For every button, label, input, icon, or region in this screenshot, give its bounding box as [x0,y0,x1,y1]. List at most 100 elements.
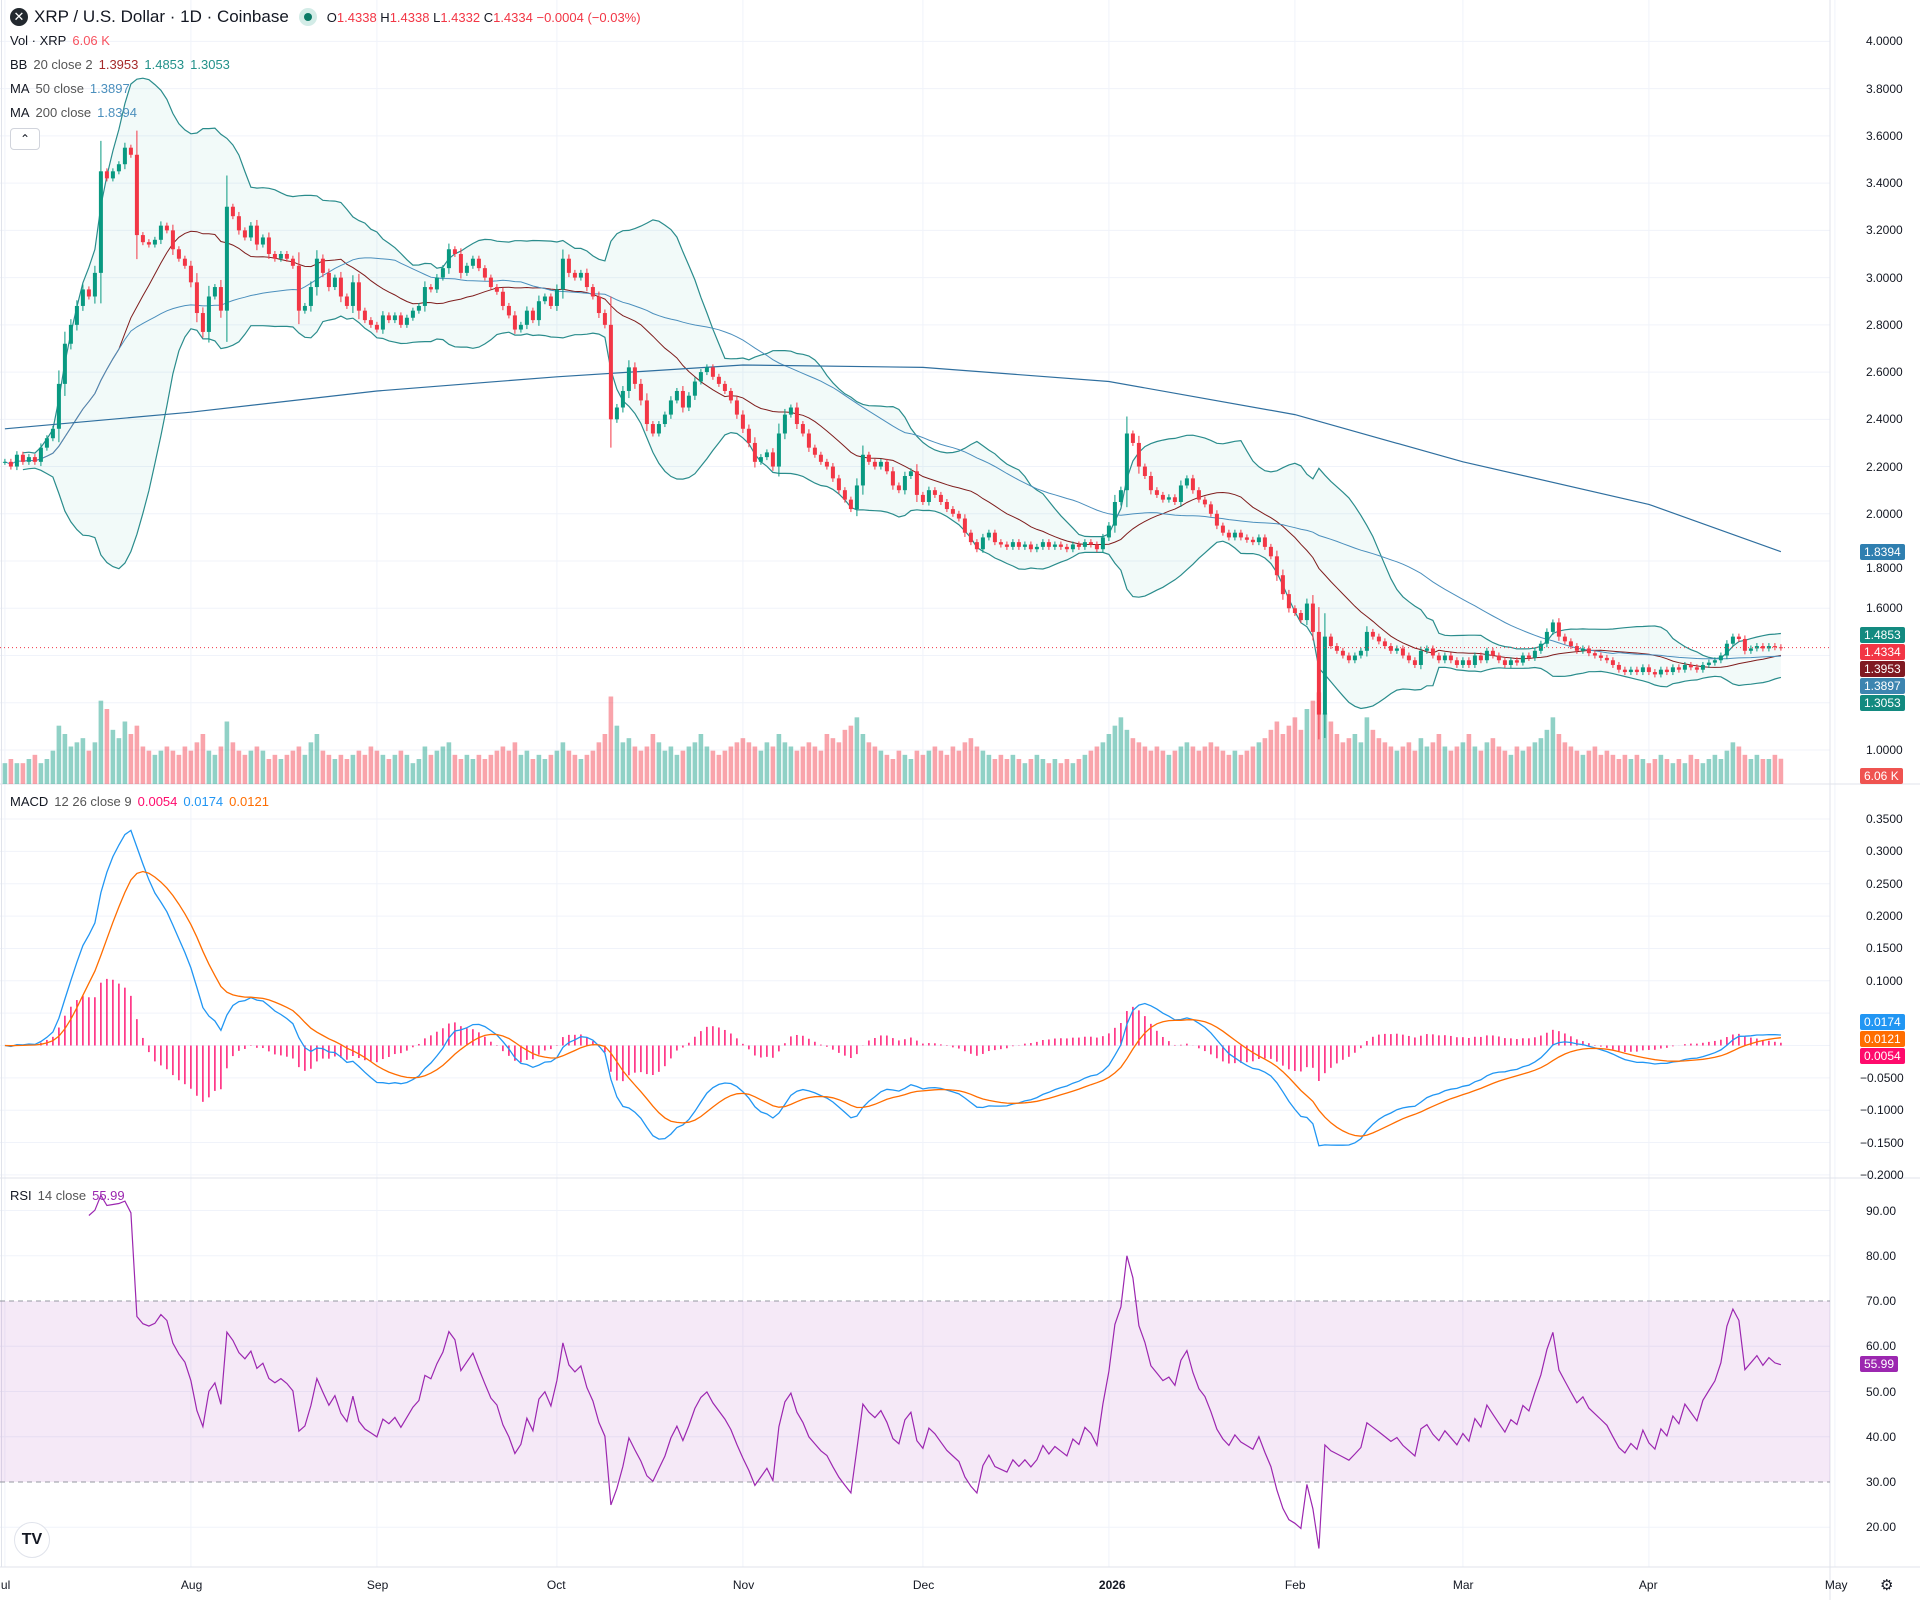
volume-bar [1580,754,1586,784]
candle-body [494,287,499,292]
candle-body [194,282,199,314]
candle-body [50,428,55,439]
volume-bar [1712,754,1718,784]
volume-bar [308,742,314,784]
candle-body [668,400,673,415]
time-tick-label: Jul [0,1578,11,1592]
candle-body [302,305,307,311]
candle-body [1328,636,1333,647]
volume-bar [1460,742,1466,784]
volume-bar [770,746,776,784]
candle-body [1478,655,1483,661]
symbol-title[interactable]: XRP / U.S. Dollar · 1D · Coinbase [34,7,289,26]
volume-bar [938,750,944,784]
candle-body [74,305,79,325]
candle-body [920,494,925,502]
signal-badge: 0.0121 [1860,1031,1905,1048]
ma50-legend[interactable]: MA 50 close 1.3897 [10,81,130,96]
volume-bar [1256,742,1262,784]
volume-bar [1142,746,1148,784]
candle-body [1556,622,1561,637]
volume-bar [656,742,662,784]
rsi-legend[interactable]: RSI 14 close 55.99 [10,1188,125,1203]
volume-bar [1472,746,1478,784]
macd-legend[interactable]: MACD 12 26 close 9 0.0054 0.0174 0.0121 [10,794,269,809]
volume-bar [20,763,26,784]
candle-body [1442,655,1447,661]
candle-body [1220,525,1225,533]
volume-bar [1112,725,1118,784]
candle-body [206,296,211,332]
rsi-tick-label: 80.00 [1866,1248,1897,1263]
bb-legend[interactable]: BB 20 close 2 1.3953 1.4853 1.3053 [10,57,230,72]
macd-tick-label: −0.1000 [1860,1103,1904,1118]
volume-bar [260,750,266,784]
candle-body [1454,660,1459,665]
volume-bar [1514,746,1520,784]
volume-bar [1508,754,1514,784]
volume-bar [1202,746,1208,784]
volume-bar [236,750,242,784]
candle-body [758,457,763,462]
volume-bar [1262,738,1268,784]
rsi-band-fill [0,1301,1830,1482]
volume-bar [788,746,794,784]
volume-bar [1442,746,1448,784]
time-tick-label: Nov [732,1578,755,1592]
volume-bar [1010,754,1016,784]
candle-body [284,253,289,259]
ma200-legend[interactable]: MA 200 close 1.8394 [10,105,137,120]
volume-bar [1742,754,1748,784]
candle-body [38,447,43,462]
volume-bar [584,754,590,784]
volume-bar [638,750,644,784]
candle-body [1004,544,1009,547]
volume-bar [410,763,416,784]
candle-body [308,287,313,306]
ma50-badge: 1.3897 [1860,678,1905,695]
candle-body [1616,664,1621,670]
candle-body [1496,655,1501,661]
candle-body [1016,542,1021,547]
candle-body [602,313,607,325]
volume-bar [1640,759,1646,784]
candle-body [188,265,193,283]
volume-bar [1436,734,1442,784]
candle-body [86,289,91,297]
candle-body [1052,544,1057,547]
volume-bar [218,746,224,784]
volume-bar [1652,759,1658,784]
candle-body [1286,594,1291,609]
volume-bar [1562,742,1568,784]
tradingview-logo[interactable]: TV [14,1522,50,1558]
collapse-legend-button[interactable]: ⌃ [10,128,40,150]
volume-bar [266,759,272,784]
volume-bar [1196,750,1202,784]
candle-body [1466,660,1471,665]
candle-body [464,265,469,273]
volume-bar [686,746,692,784]
candle-body [1772,646,1777,648]
volume-bar [392,754,398,784]
candle-body [44,438,49,448]
volume-bar [926,750,932,784]
candle-body [1502,660,1507,665]
candle-body [1550,622,1555,632]
volume-bar [1280,734,1286,784]
candle-body [716,376,721,384]
candle-body [92,272,97,297]
candle-body [104,171,109,179]
gear-icon[interactable]: ⚙ [1880,1577,1894,1594]
volume-legend[interactable]: Vol · XRP 6.06 K [10,33,110,48]
candle-body [1172,497,1177,502]
candle-body [1742,638,1747,651]
candle-body [566,258,571,273]
candle-body [608,324,613,420]
volume-bar [422,746,428,784]
volume-bar [1364,717,1370,784]
volume-bar [434,750,440,784]
candle-body [1586,648,1591,654]
volume-bar [854,717,860,784]
rsi-tick-label: 30.00 [1866,1475,1897,1489]
